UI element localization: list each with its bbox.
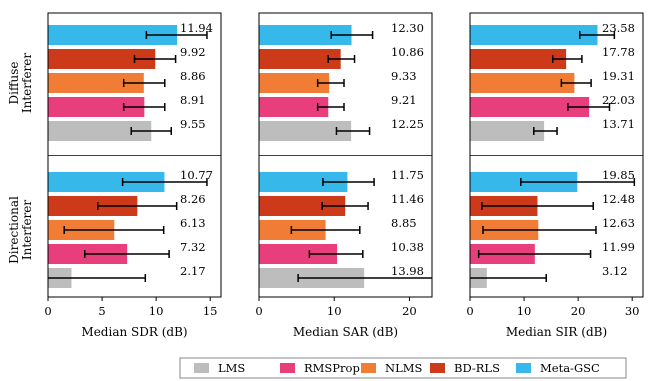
value-label-0-0-Meta-GSC: 11.94	[180, 21, 213, 35]
bar-2-0-NLMS	[470, 73, 575, 93]
value-label-2-1-BD-RLS: 12.48	[602, 192, 635, 206]
group-label-0-line-1: Interferer	[20, 53, 34, 114]
value-label-2-0-LMS: 13.71	[602, 117, 635, 131]
value-label-0-1-NLMS: 6.13	[180, 216, 206, 230]
value-label-1-0-Meta-GSC: 12.30	[391, 21, 424, 35]
value-label-0-1-LMS: 2.17	[180, 264, 206, 278]
x-tick-label-1-2: 20	[402, 304, 417, 318]
bar-1-0-NLMS	[259, 73, 330, 93]
legend-label-RMSProp: RMSProp	[304, 361, 360, 375]
legend-label-LMS: LMS	[218, 361, 245, 375]
bar-0-1-Meta-GSC	[48, 172, 165, 192]
bar-1-1-BD-RLS	[259, 196, 346, 216]
value-label-2-1-Meta-GSC: 19.85	[602, 168, 635, 182]
x-axis-label-1: Median SAR (dB)	[293, 325, 398, 339]
x-tick-label-0-0: 0	[44, 304, 51, 318]
value-label-1-0-RMSProp: 9.21	[391, 93, 417, 107]
bar-0-0-NLMS	[48, 73, 144, 93]
bar-1-1-RMSProp	[259, 244, 338, 264]
bar-0-0-Meta-GSC	[48, 25, 178, 45]
x-tick-label-2-3: 30	[625, 304, 640, 318]
value-label-1-1-Meta-GSC: 11.75	[391, 168, 424, 182]
axes-frame-0	[47, 12, 222, 298]
x-tick-label-0-3: 15	[203, 304, 218, 318]
legend-swatch-BD-RLS	[430, 363, 445, 373]
bar-2-0-LMS	[470, 121, 545, 141]
value-label-0-0-LMS: 9.55	[180, 117, 206, 131]
value-label-0-0-RMSProp: 8.91	[180, 93, 206, 107]
group-label-1-line-0: Directional	[7, 196, 21, 264]
value-label-0-0-NLMS: 8.86	[180, 69, 206, 83]
value-label-2-1-LMS: 3.12	[602, 264, 628, 278]
value-label-1-1-LMS: 13.98	[391, 264, 424, 278]
bar-1-0-Meta-GSC	[259, 25, 352, 45]
value-label-1-0-NLMS: 9.33	[391, 69, 417, 83]
bar-1-0-BD-RLS	[259, 49, 341, 69]
bar-1-0-LMS	[259, 121, 352, 141]
x-axis-label-2: Median SIR (dB)	[506, 325, 607, 339]
bar-1-1-Meta-GSC	[259, 172, 348, 192]
bar-1-0-RMSProp	[259, 97, 329, 117]
value-label-0-1-BD-RLS: 8.26	[180, 192, 206, 206]
bar-2-0-BD-RLS	[470, 49, 567, 69]
value-label-2-0-NLMS: 19.31	[602, 69, 635, 83]
bar-0-0-RMSProp	[48, 97, 145, 117]
axes-frame-1	[258, 12, 433, 298]
bar-0-1-BD-RLS	[48, 196, 138, 216]
value-label-2-1-NLMS: 12.63	[602, 216, 635, 230]
value-label-0-1-RMSProp: 7.32	[180, 240, 206, 254]
value-label-2-0-BD-RLS: 17.78	[602, 45, 635, 59]
value-label-1-1-BD-RLS: 11.46	[391, 192, 424, 206]
value-label-1-0-LMS: 12.25	[391, 117, 424, 131]
legend-swatch-LMS	[194, 363, 209, 373]
legend-swatch-Meta-GSC	[516, 363, 531, 373]
value-label-1-1-NLMS: 8.85	[391, 216, 417, 230]
legend-label-NLMS: NLMS	[385, 361, 422, 375]
legend-swatch-RMSProp	[280, 363, 295, 373]
legend-label-BD-RLS: BD-RLS	[454, 361, 500, 375]
legend-swatch-NLMS	[361, 363, 376, 373]
x-tick-label-2-1: 10	[517, 304, 532, 318]
value-label-1-1-RMSProp: 10.38	[391, 240, 424, 254]
legend-label-Meta-GSC: Meta-GSC	[540, 361, 600, 375]
value-label-0-1-Meta-GSC: 10.77	[180, 168, 213, 182]
axes-frame-2	[469, 12, 644, 298]
x-tick-label-0-2: 10	[149, 304, 164, 318]
value-label-0-0-BD-RLS: 9.92	[180, 45, 206, 59]
x-tick-label-2-2: 20	[571, 304, 586, 318]
value-label-2-1-RMSProp: 11.99	[602, 240, 635, 254]
x-tick-label-1-1: 10	[327, 304, 342, 318]
bar-0-0-LMS	[48, 121, 152, 141]
group-label-1-line-1: Interferer	[20, 200, 34, 261]
x-tick-label-1-0: 0	[255, 304, 262, 318]
group-label-0-line-0: Diffuse	[7, 62, 21, 105]
x-axis-label-0: Median SDR (dB)	[81, 325, 187, 339]
value-label-2-0-Meta-GSC: 23.58	[602, 21, 635, 35]
bar-2-0-Meta-GSC	[470, 25, 598, 45]
x-tick-label-0-1: 5	[98, 304, 105, 318]
x-tick-label-2-0: 0	[466, 304, 473, 318]
value-label-1-0-BD-RLS: 10.86	[391, 45, 424, 59]
bar-0-0-BD-RLS	[48, 49, 156, 69]
value-label-2-0-RMSProp: 22.03	[602, 93, 635, 107]
bar-2-0-RMSProp	[470, 97, 590, 117]
